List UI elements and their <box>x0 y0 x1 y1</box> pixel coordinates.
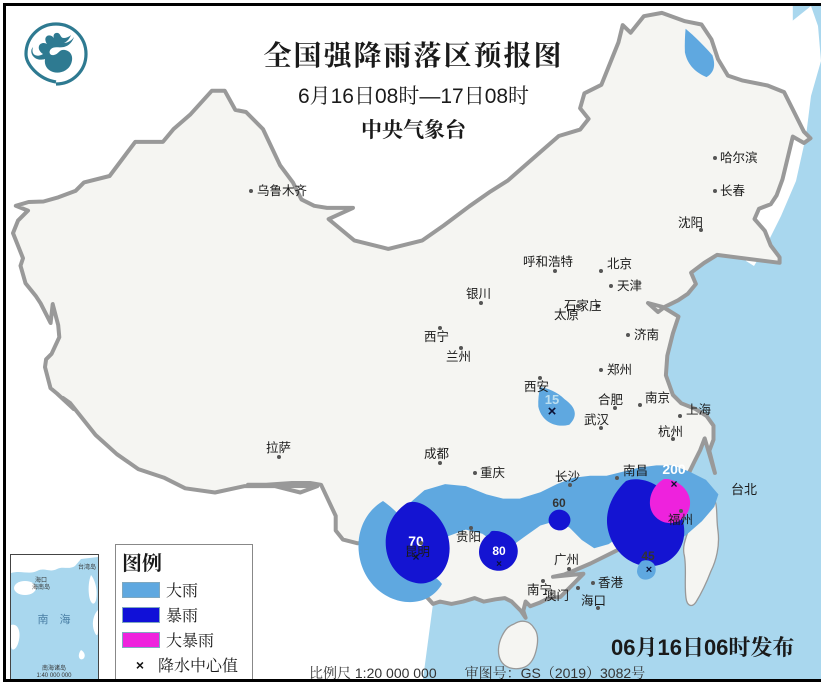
svg-text:兰州: 兰州 <box>446 350 471 364</box>
svg-text:台北: 台北 <box>731 482 757 497</box>
svg-text:重庆: 重庆 <box>480 465 506 480</box>
svg-text:1:40 000 000: 1:40 000 000 <box>36 673 72 679</box>
svg-text:南昌: 南昌 <box>623 463 648 478</box>
svg-text:×: × <box>670 477 677 491</box>
svg-text:×: × <box>496 559 502 570</box>
svg-text:拉萨: 拉萨 <box>266 440 291 455</box>
svg-text:天津: 天津 <box>617 279 642 293</box>
svg-text:×: × <box>646 564 652 576</box>
svg-text:福州: 福州 <box>668 512 693 527</box>
svg-text:香港: 香港 <box>598 576 624 590</box>
svg-text:南京: 南京 <box>645 390 670 405</box>
svg-text:澳门: 澳门 <box>544 588 569 603</box>
svg-text:北京: 北京 <box>607 257 632 271</box>
svg-text:80: 80 <box>492 544 506 558</box>
svg-text:长春: 长春 <box>720 184 746 198</box>
svg-text:贵阳: 贵阳 <box>456 530 481 544</box>
svg-text:45: 45 <box>641 549 655 563</box>
svg-text:上海: 上海 <box>686 402 712 417</box>
svg-text:南 海: 南 海 <box>38 612 71 626</box>
svg-text:杭州: 杭州 <box>658 424 683 439</box>
svg-text:合肥: 合肥 <box>598 392 624 407</box>
svg-text:西安: 西安 <box>524 379 549 394</box>
svg-text:×: × <box>548 403 557 420</box>
svg-text:成都: 成都 <box>424 447 450 461</box>
svg-text:哈尔滨: 哈尔滨 <box>720 150 758 165</box>
svg-text:海南岛: 海南岛 <box>32 583 50 591</box>
svg-text:海口: 海口 <box>581 593 606 608</box>
svg-text:60: 60 <box>552 496 566 510</box>
svg-text:乌鲁木齐: 乌鲁木齐 <box>257 183 308 198</box>
svg-text:武汉: 武汉 <box>584 413 610 427</box>
svg-text:呼和浩特: 呼和浩特 <box>523 254 573 269</box>
svg-text:广州: 广州 <box>554 553 579 567</box>
svg-text:沈阳: 沈阳 <box>678 215 703 230</box>
svg-text:长沙: 长沙 <box>555 470 581 484</box>
svg-text:银川: 银川 <box>466 287 491 301</box>
svg-text:海口: 海口 <box>35 576 47 584</box>
svg-text:太原: 太原 <box>554 307 579 322</box>
svg-text:台湾岛: 台湾岛 <box>78 563 96 571</box>
svg-text:200: 200 <box>662 461 686 477</box>
svg-text:郑州: 郑州 <box>607 362 632 377</box>
svg-text:济南: 济南 <box>634 327 659 342</box>
svg-text:昆明: 昆明 <box>405 545 430 559</box>
svg-text:南海诸岛: 南海诸岛 <box>42 664 66 672</box>
svg-text:西宁: 西宁 <box>424 329 449 344</box>
